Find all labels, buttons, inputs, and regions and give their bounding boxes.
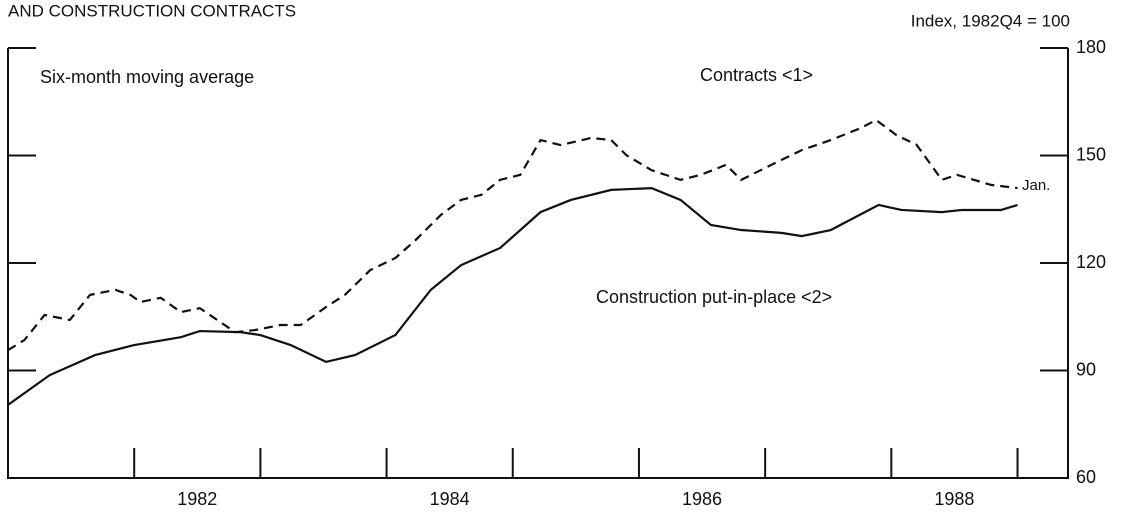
y-tick-label: 150 bbox=[1076, 144, 1106, 164]
plot-frame bbox=[7, 48, 1069, 479]
x-tick-label: 1986 bbox=[682, 489, 722, 509]
chart-title: AND CONSTRUCTION CONTRACTS bbox=[8, 1, 296, 20]
y-tick-label: 60 bbox=[1076, 467, 1096, 487]
series-line bbox=[7, 186, 1018, 406]
series-label: Construction put-in-place <2> bbox=[596, 287, 832, 307]
series-line bbox=[7, 118, 1018, 352]
x-tick-label: 1988 bbox=[934, 489, 974, 509]
annotation: Jan. bbox=[1022, 177, 1050, 194]
x-tick-label: 1982 bbox=[177, 489, 217, 509]
series-label: Contracts <1> bbox=[700, 65, 813, 85]
subtitle: Six-month moving average bbox=[40, 67, 254, 87]
y-axis-label: Index, 1982Q4 = 100 bbox=[911, 11, 1070, 30]
y-tick-label: 120 bbox=[1076, 252, 1106, 272]
y-tick-label: 180 bbox=[1076, 37, 1106, 57]
x-tick-label: 1984 bbox=[430, 489, 470, 509]
y-tick-label: 90 bbox=[1076, 359, 1096, 379]
